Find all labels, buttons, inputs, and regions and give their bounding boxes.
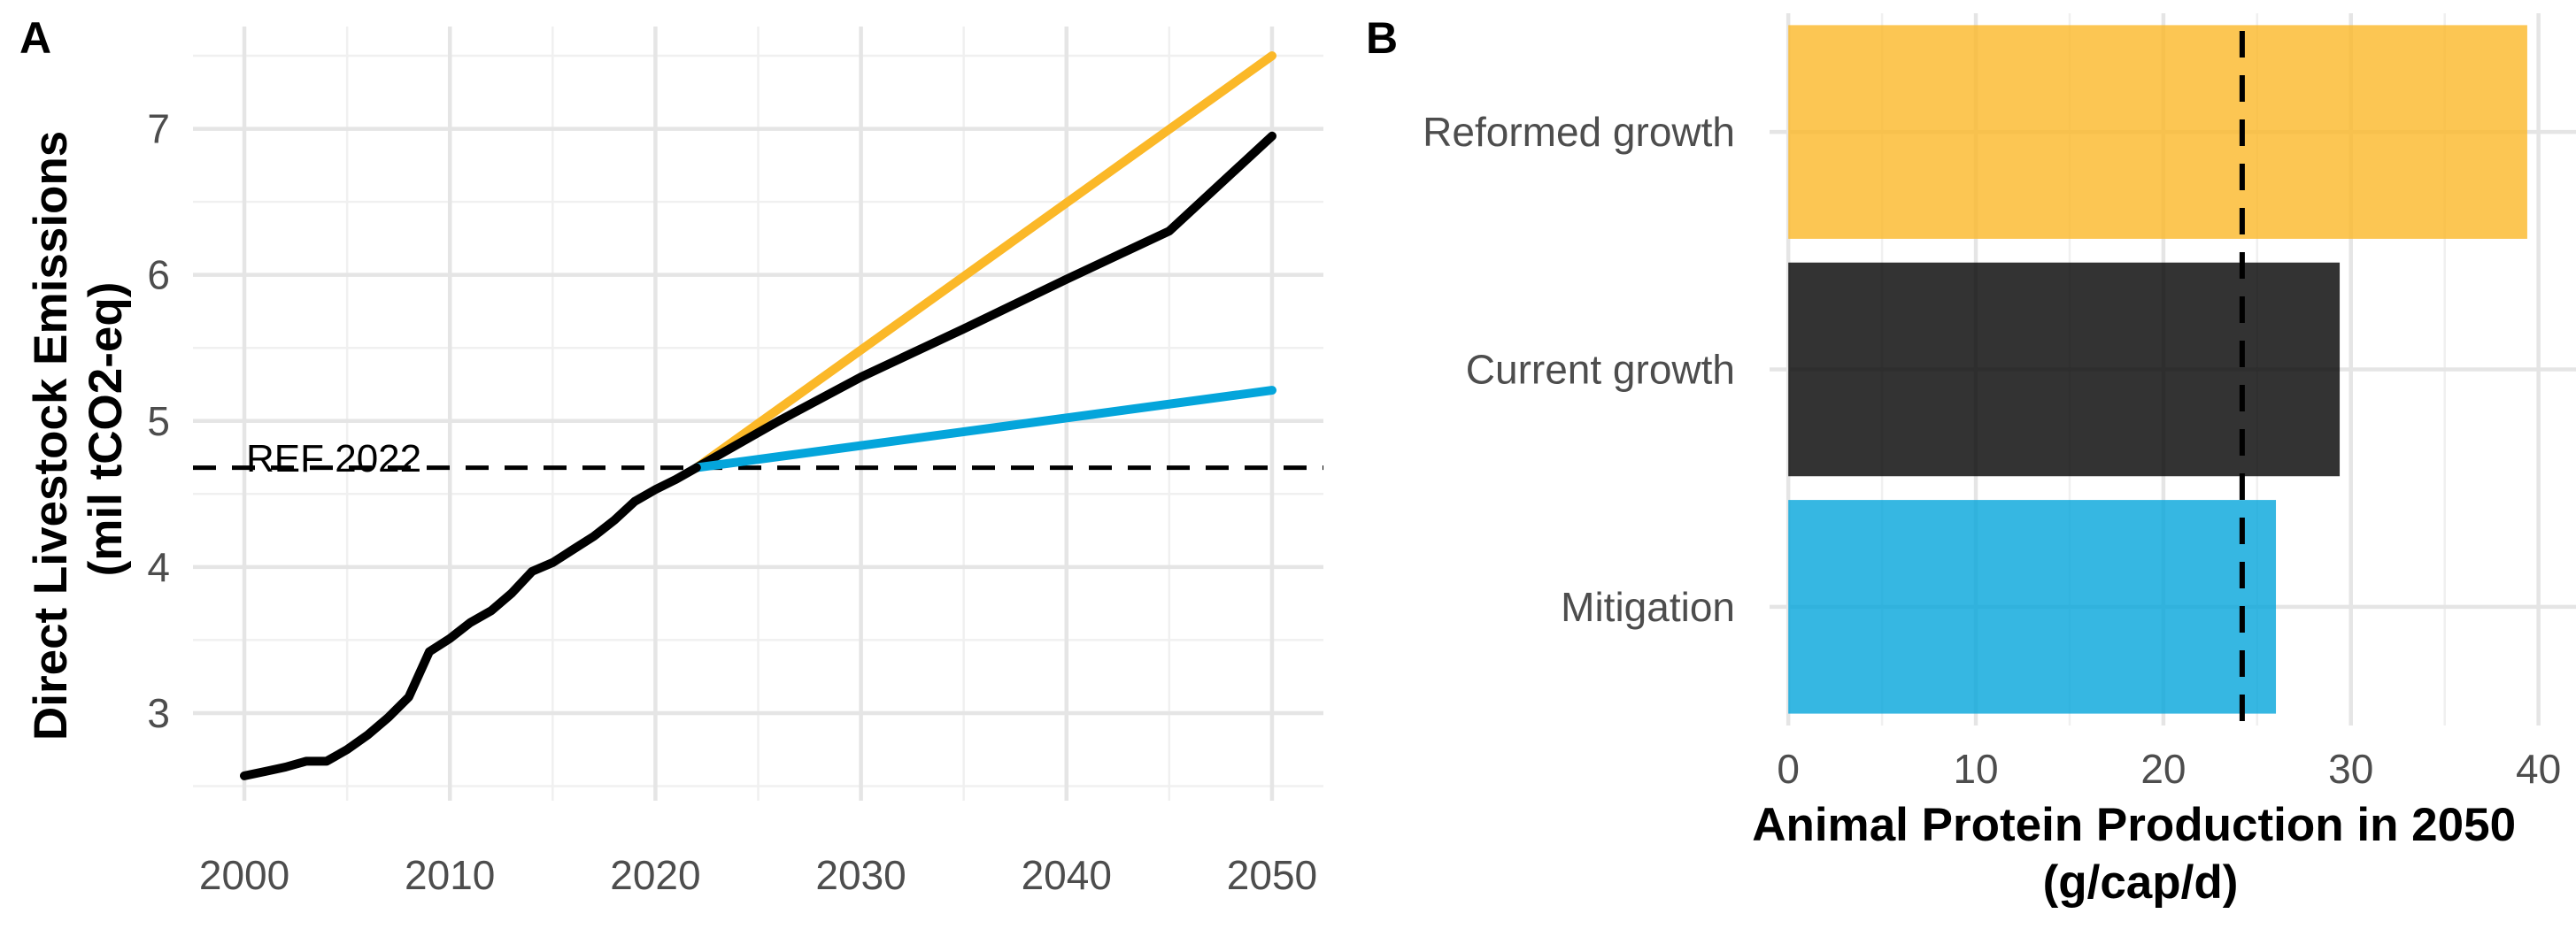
panel-a-y-axis-title-line1: Direct Livestock Emissions [25,131,77,741]
panel-b-x-tick-label: 0 [1777,746,1800,792]
panel-a-y-axis-title: Direct Livestock Emissions (mil tCO2-eq) [25,118,132,741]
panel-a-x-tick-label: 2010 [405,852,495,898]
panel-b-x-tick-label: 10 [1953,746,1998,792]
panel-a-y-tick-label: 6 [147,252,170,298]
panel-a-series-line-mitigation [691,386,1276,472]
panel-a-y-tick-label: 3 [147,690,170,736]
panel-b-x-axis-title: Animal Protein Production in 2050 (g/cap… [1752,799,2529,909]
panel-a-y-axis-title-line2: (mil tCO2-eq) [80,282,132,577]
panel-a-x-tick-label: 2000 [199,852,289,898]
panel-a-y-tick-label: 4 [147,544,170,590]
panel-label-b: B [1366,13,1398,63]
panel-a-y-tick-label: 5 [147,398,170,444]
panel-label-a: A [19,13,51,63]
panel-b-category-label: Current growth [1466,347,1735,393]
panel-b-bar-mitigation [1788,500,2277,714]
panel-a-gridlines [193,27,1323,801]
panel-b-bar-reformed [1788,25,2527,239]
panel-b-bar-current [1788,262,2341,477]
panel-a-x-tick-label: 2050 [1227,852,1317,898]
panel-b-x-axis-title-line2: (g/cap/d) [2043,856,2239,909]
panel-a-series-line-current [691,131,1276,472]
panel-a-series-line-current [240,463,701,780]
panel-a-x-tick-label: 2040 [1022,852,1112,898]
panel-a-tick-labels: 2000 2010 2020 2030 2040 2050 3 4 5 6 7 [147,106,1317,898]
panel-b-tick-labels: 0 10 20 30 40 Reformed growth Current growth Mi… [1423,109,2561,792]
panel-b-x-tick-label: 40 [2516,746,2561,792]
panel-b-x-tick-label: 20 [2140,746,2186,792]
panel-b-bars [1788,25,2527,714]
panel-b-x-tick-label: 30 [2328,746,2373,792]
panel-b-category-label: Mitigation [1561,584,1735,630]
panel-a-series-line-reformed [691,51,1276,472]
panel-a-y-tick-label: 7 [147,106,170,152]
panel-b-x-axis-title-line1: Animal Protein Production in 2050 [1752,799,2516,851]
panel-a-x-tick-label: 2030 [815,852,906,898]
panel-a-lines [193,51,1323,780]
panel-a-x-tick-label: 2020 [610,852,700,898]
panel-a-reference-label: REF 2022 [246,437,421,480]
panel-b-category-label: Reformed growth [1423,109,1735,155]
